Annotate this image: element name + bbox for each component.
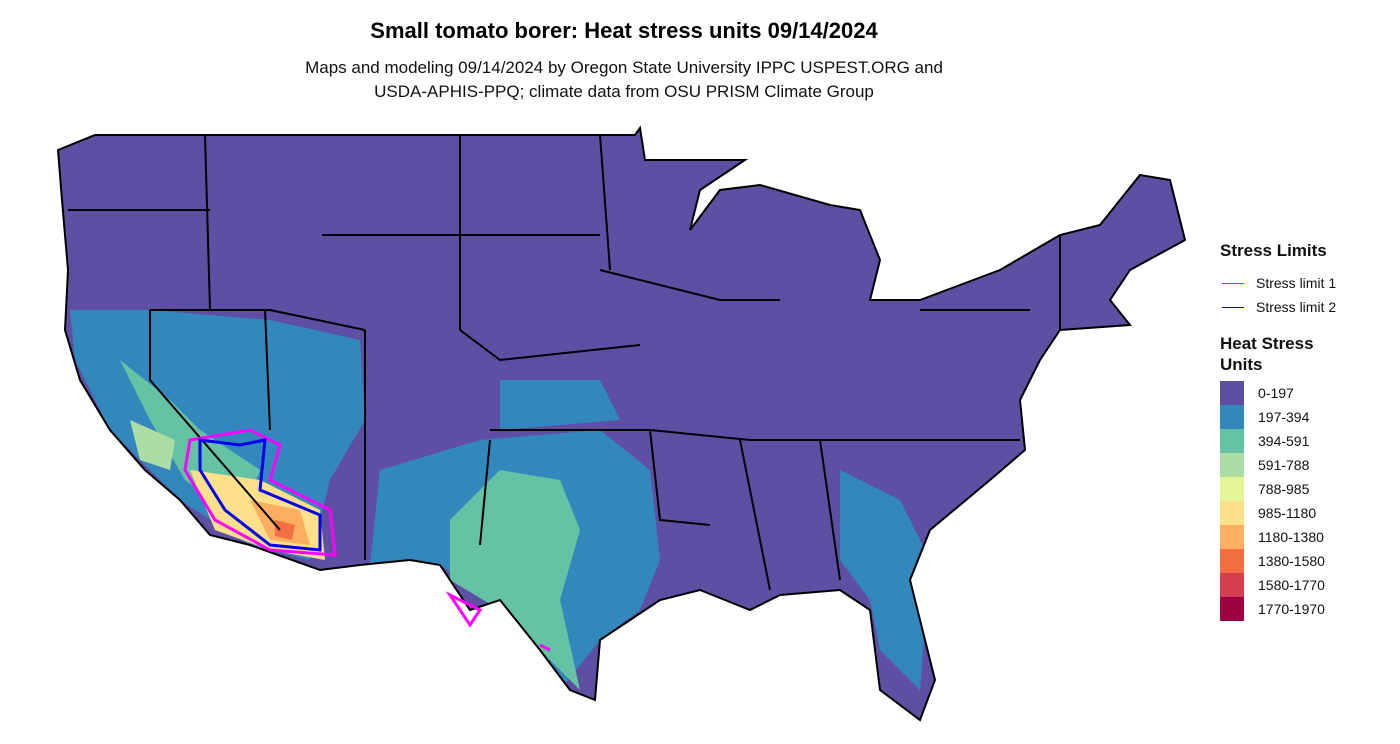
legend-stress-limit-1: Stress limit 1 — [1220, 271, 1336, 295]
legend-bin: 1770-1970 — [1220, 597, 1336, 621]
legend-swatch — [1220, 501, 1244, 525]
heat-legend-bins: 0-197 197-394 394-591 591-788 788-985 985-118… — [1220, 381, 1336, 621]
stress-limit-1-swatch — [1222, 282, 1244, 284]
map-title: Small tomato borer: Heat stress units 09… — [370, 18, 878, 43]
state-borders — [57, 127, 1186, 721]
stress-legend-title: Stress Limits — [1220, 241, 1327, 260]
legend-swatch — [1220, 573, 1244, 597]
legend-swatch — [1220, 597, 1244, 621]
legend-bin-label: 197-394 — [1258, 409, 1310, 425]
legend-bin-label: 1180-1380 — [1258, 529, 1324, 545]
legend-bin-label: 591-788 — [1258, 457, 1310, 473]
legend-swatch — [1220, 525, 1244, 549]
legend-bin: 1180-1380 — [1220, 525, 1336, 549]
stress-limit-2-label: Stress limit 2 — [1256, 299, 1337, 315]
legend-swatch — [1220, 429, 1244, 453]
legend-bin-label: 1380-1580 — [1258, 553, 1325, 569]
subtitle-line-2: USDA-APHIS-PPQ; climate data from OSU PR… — [374, 82, 874, 101]
legend-bin-label: 985-1180 — [1258, 505, 1317, 521]
legend-bin: 0-197 — [1220, 381, 1336, 405]
legend-bin: 591-788 — [1220, 453, 1336, 477]
legend-bin-label: 0-197 — [1258, 385, 1294, 401]
legend-bin-label: 1580-1770 — [1258, 577, 1325, 593]
legend-swatch — [1220, 453, 1244, 477]
legend-bin-label: 394-591 — [1258, 433, 1310, 449]
map-subtitle: Maps and modeling 09/14/2024 by Oregon S… — [0, 56, 1248, 104]
stress-limit-contours — [183, 428, 551, 652]
heat-legend-title-line-1: Heat Stress — [1220, 334, 1314, 353]
stress-limit-2-swatch — [1222, 306, 1244, 308]
subtitle-line-1: Maps and modeling 09/14/2024 by Oregon S… — [305, 58, 943, 77]
legend-bin-label: 1770-1970 — [1258, 601, 1325, 617]
legend-bin: 1580-1770 — [1220, 573, 1336, 597]
stress-limit-1-line — [183, 428, 337, 557]
stress-limit-1-label: Stress limit 1 — [1256, 275, 1337, 291]
legend-bin: 985-1180 — [1220, 501, 1336, 525]
legend-stress-limit-2: Stress limit 2 — [1220, 295, 1336, 319]
legend-swatch — [1220, 405, 1244, 429]
legend-bin: 394-591 — [1220, 429, 1336, 453]
heat-legend-title-line-2: Units — [1220, 355, 1263, 374]
legend-bin: 788-985 — [1220, 477, 1336, 501]
stress-limit-2-line — [198, 438, 322, 552]
legend-swatch — [1220, 477, 1244, 501]
legend-swatch — [1220, 549, 1244, 573]
legend: Stress Limits Stress limit 1 Stress limi… — [1220, 240, 1336, 621]
legend-bin-label: 788-985 — [1258, 481, 1310, 497]
legend-bin: 197-394 — [1220, 405, 1336, 429]
legend-swatch — [1220, 381, 1244, 405]
legend-bin: 1380-1580 — [1220, 549, 1336, 573]
heat-legend-title: Heat Stress Units — [1220, 333, 1336, 375]
us-heat-stress-map — [57, 127, 1186, 721]
